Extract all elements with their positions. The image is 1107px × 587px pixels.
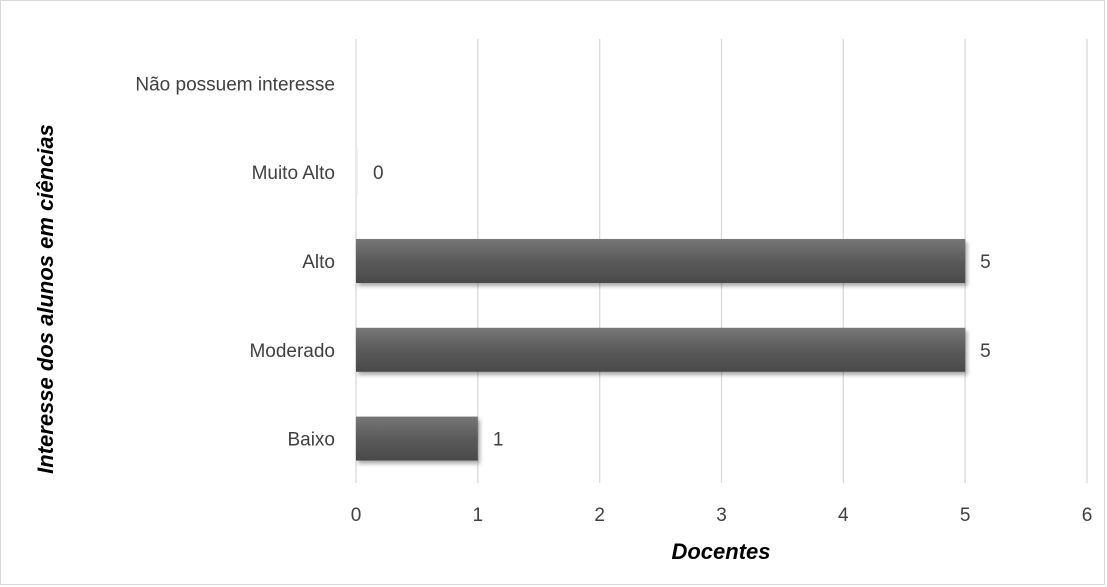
data-label-alto: 5 <box>980 252 991 273</box>
bar-baixo <box>356 416 478 461</box>
bar-moderado <box>356 327 966 372</box>
x-tick-label-4: 4 <box>838 505 849 526</box>
data-label-muito-alto: 0 <box>373 163 384 184</box>
labels: 0 1 2 3 4 5 6 Baixo 1 Moderado 5 Alto 5 Muito Alto 0 Nã… <box>135 74 1092 526</box>
x-tick-label-3: 3 <box>716 505 727 526</box>
category-label-alto: Alto <box>302 252 335 273</box>
category-label-moderado: Moderado <box>249 341 335 362</box>
bar-alto <box>356 239 966 283</box>
bar-muito-alto <box>356 150 358 195</box>
category-label-baixo: Baixo <box>287 430 335 451</box>
category-label-nao-possuem-interesse: Não possuem interesse <box>135 74 335 95</box>
x-tick-label-5: 5 <box>960 505 971 526</box>
x-tick-label-6: 6 <box>1082 505 1093 526</box>
y-axis-title: Interesse dos alunos em ciências <box>33 124 58 474</box>
data-label-baixo: 1 <box>493 430 504 451</box>
x-axis-title: Docentes <box>671 539 770 564</box>
category-label-muito-alto: Muito Alto <box>252 163 335 184</box>
x-tick-label-1: 1 <box>473 505 484 526</box>
x-tick-label-2: 2 <box>594 505 605 526</box>
bars <box>356 150 966 461</box>
data-label-moderado: 5 <box>980 341 991 362</box>
x-tick-label-0: 0 <box>351 505 362 526</box>
